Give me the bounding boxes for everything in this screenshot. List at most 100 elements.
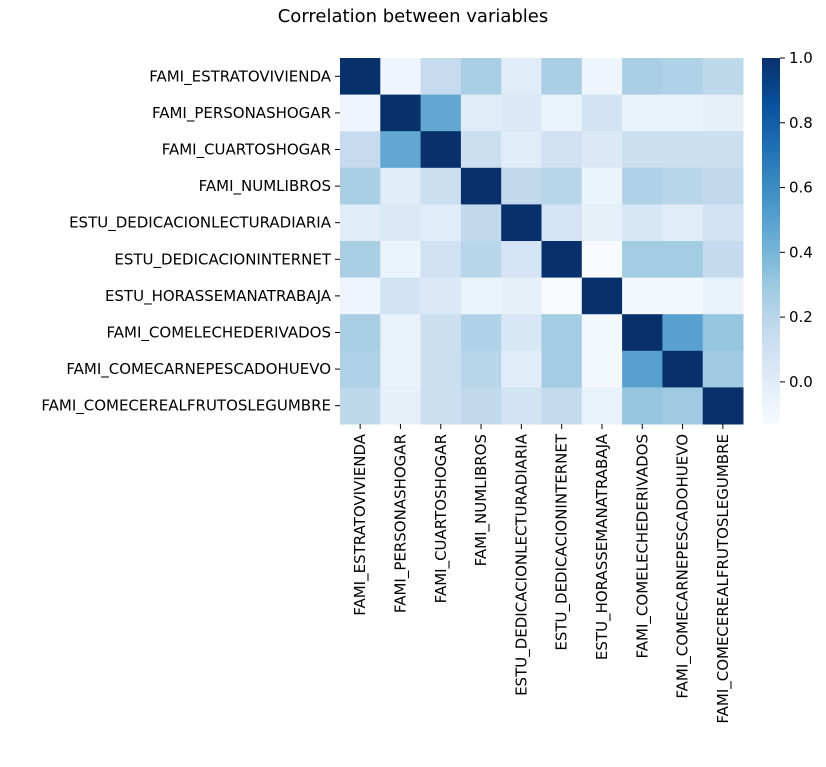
heatmap-cell	[420, 58, 462, 96]
heatmap-cell	[340, 204, 381, 242]
heatmap-cell	[622, 314, 663, 352]
heatmap-cell	[340, 58, 381, 96]
heatmap-cell	[622, 241, 663, 279]
colorbar-tick-label: 0.6	[789, 179, 813, 197]
colorbar: 0.0 0.2 0.4 0.6 0.8 1.0	[762, 49, 813, 424]
heatmap-cell	[541, 314, 583, 352]
heatmap-cell	[702, 350, 744, 388]
heatmap-cell	[622, 277, 663, 315]
heatmap-cell	[622, 204, 663, 242]
heatmap-cell	[340, 131, 381, 169]
heatmap-cell	[702, 131, 744, 169]
heatmap-cell	[622, 94, 663, 132]
column-label: FAMI_COMECEREALFRUTOSLEGUMBRE	[714, 434, 733, 724]
heatmap-cell	[420, 94, 462, 132]
heatmap-cell	[460, 350, 502, 388]
chart-title: Correlation between variables	[277, 6, 549, 27]
heatmap-cell	[541, 58, 583, 96]
heatmap-cell	[702, 58, 744, 96]
heatmap-cell	[662, 350, 704, 388]
heatmap-cell	[380, 131, 422, 169]
heatmap-cell	[702, 277, 744, 315]
heatmap-cell	[581, 167, 623, 205]
heatmap-cell	[702, 241, 744, 279]
heatmap-cell	[380, 350, 422, 388]
heatmap-cell	[380, 314, 422, 352]
heatmap-cell	[581, 314, 623, 352]
heatmap-cell	[622, 131, 663, 169]
heatmap-cell	[460, 131, 502, 169]
heatmap-cell	[541, 350, 583, 388]
heatmap-cell	[501, 314, 542, 352]
row-label: FAMI_NUMLIBROS	[199, 177, 331, 196]
heatmap-cell	[340, 314, 381, 352]
heatmap-cell	[581, 131, 623, 169]
heatmap-cell	[662, 167, 704, 205]
heatmap-cell	[380, 167, 422, 205]
heatmap-cell	[541, 387, 583, 425]
heatmap-cell	[581, 58, 623, 96]
heatmap-cell	[581, 241, 623, 279]
heatmap-cell	[380, 277, 422, 315]
heatmap-cell	[340, 167, 381, 205]
heatmap-cell	[662, 277, 704, 315]
heatmap-cell	[420, 167, 462, 205]
heatmap-cell	[501, 350, 542, 388]
heatmap-cell	[702, 94, 744, 132]
row-labels: FAMI_ESTRATOVIVIENDA FAMI_PERSONASHOGAR FA…	[41, 67, 340, 416]
heatmap-cell	[702, 387, 744, 425]
column-label: FAMI_NUMLIBROS	[472, 434, 491, 566]
heatmap-cell	[662, 387, 704, 425]
heatmap-cell	[501, 131, 542, 169]
colorbar-tick-label: 0.8	[789, 114, 813, 132]
heatmap-cell	[460, 241, 502, 279]
heatmap-cell	[541, 167, 583, 205]
heatmap-cell	[501, 58, 542, 96]
heatmap-cell	[581, 277, 623, 315]
heatmap-cell	[541, 204, 583, 242]
heatmap-cell	[420, 204, 462, 242]
heatmap-cell	[622, 58, 663, 96]
heatmap-cell	[460, 94, 502, 132]
heatmap-cell	[622, 167, 663, 205]
heatmap-cell	[541, 94, 583, 132]
heatmap-cells	[340, 58, 744, 425]
heatmap-cell	[702, 167, 744, 205]
row-label: ESTU_DEDICACIONINTERNET	[114, 250, 331, 269]
heatmap-cell	[501, 277, 542, 315]
heatmap-cell	[501, 387, 542, 425]
heatmap-cell	[460, 387, 502, 425]
heatmap-cell	[420, 350, 462, 388]
row-label: FAMI_COMELECHEDERIVADOS	[107, 324, 331, 343]
heatmap-cell	[340, 277, 381, 315]
heatmap-cell	[541, 131, 583, 169]
heatmap-cell	[662, 131, 704, 169]
row-label: ESTU_HORASSEMANATRABAJA	[105, 287, 332, 306]
column-label: FAMI_PERSONASHOGAR	[391, 434, 410, 613]
heatmap-cell	[380, 94, 422, 132]
row-label: FAMI_CUARTOSHOGAR	[162, 141, 331, 160]
row-label: FAMI_PERSONASHOGAR	[152, 104, 331, 123]
column-label: FAMI_ESTRATOVIVIENDA	[351, 433, 370, 616]
heatmap-cell	[622, 387, 663, 425]
heatmap-cell	[460, 167, 502, 205]
heatmap-cell	[702, 204, 744, 242]
column-label: FAMI_COMELECHEDERIVADOS	[633, 434, 652, 658]
heatmap-cell	[460, 204, 502, 242]
heatmap-cell	[541, 241, 583, 279]
heatmap-cell	[501, 167, 542, 205]
row-label: FAMI_COMECARNEPESCADOHUEVO	[66, 360, 331, 379]
heatmap-cell	[581, 350, 623, 388]
column-label: ESTU_DEDICACIONINTERNET	[553, 433, 572, 650]
heatmap-cell	[380, 204, 422, 242]
heatmap-cell	[340, 241, 381, 279]
heatmap-cell	[662, 58, 704, 96]
heatmap-cell	[501, 94, 542, 132]
heatmap-cell	[340, 94, 381, 132]
heatmap-cell	[662, 94, 704, 132]
colorbar-gradient	[762, 58, 780, 424]
row-label: FAMI_COMECEREALFRUTOSLEGUMBRE	[41, 397, 331, 416]
heatmap-cell	[420, 131, 462, 169]
heatmap-cell	[501, 241, 542, 279]
heatmap-cell	[702, 314, 744, 352]
